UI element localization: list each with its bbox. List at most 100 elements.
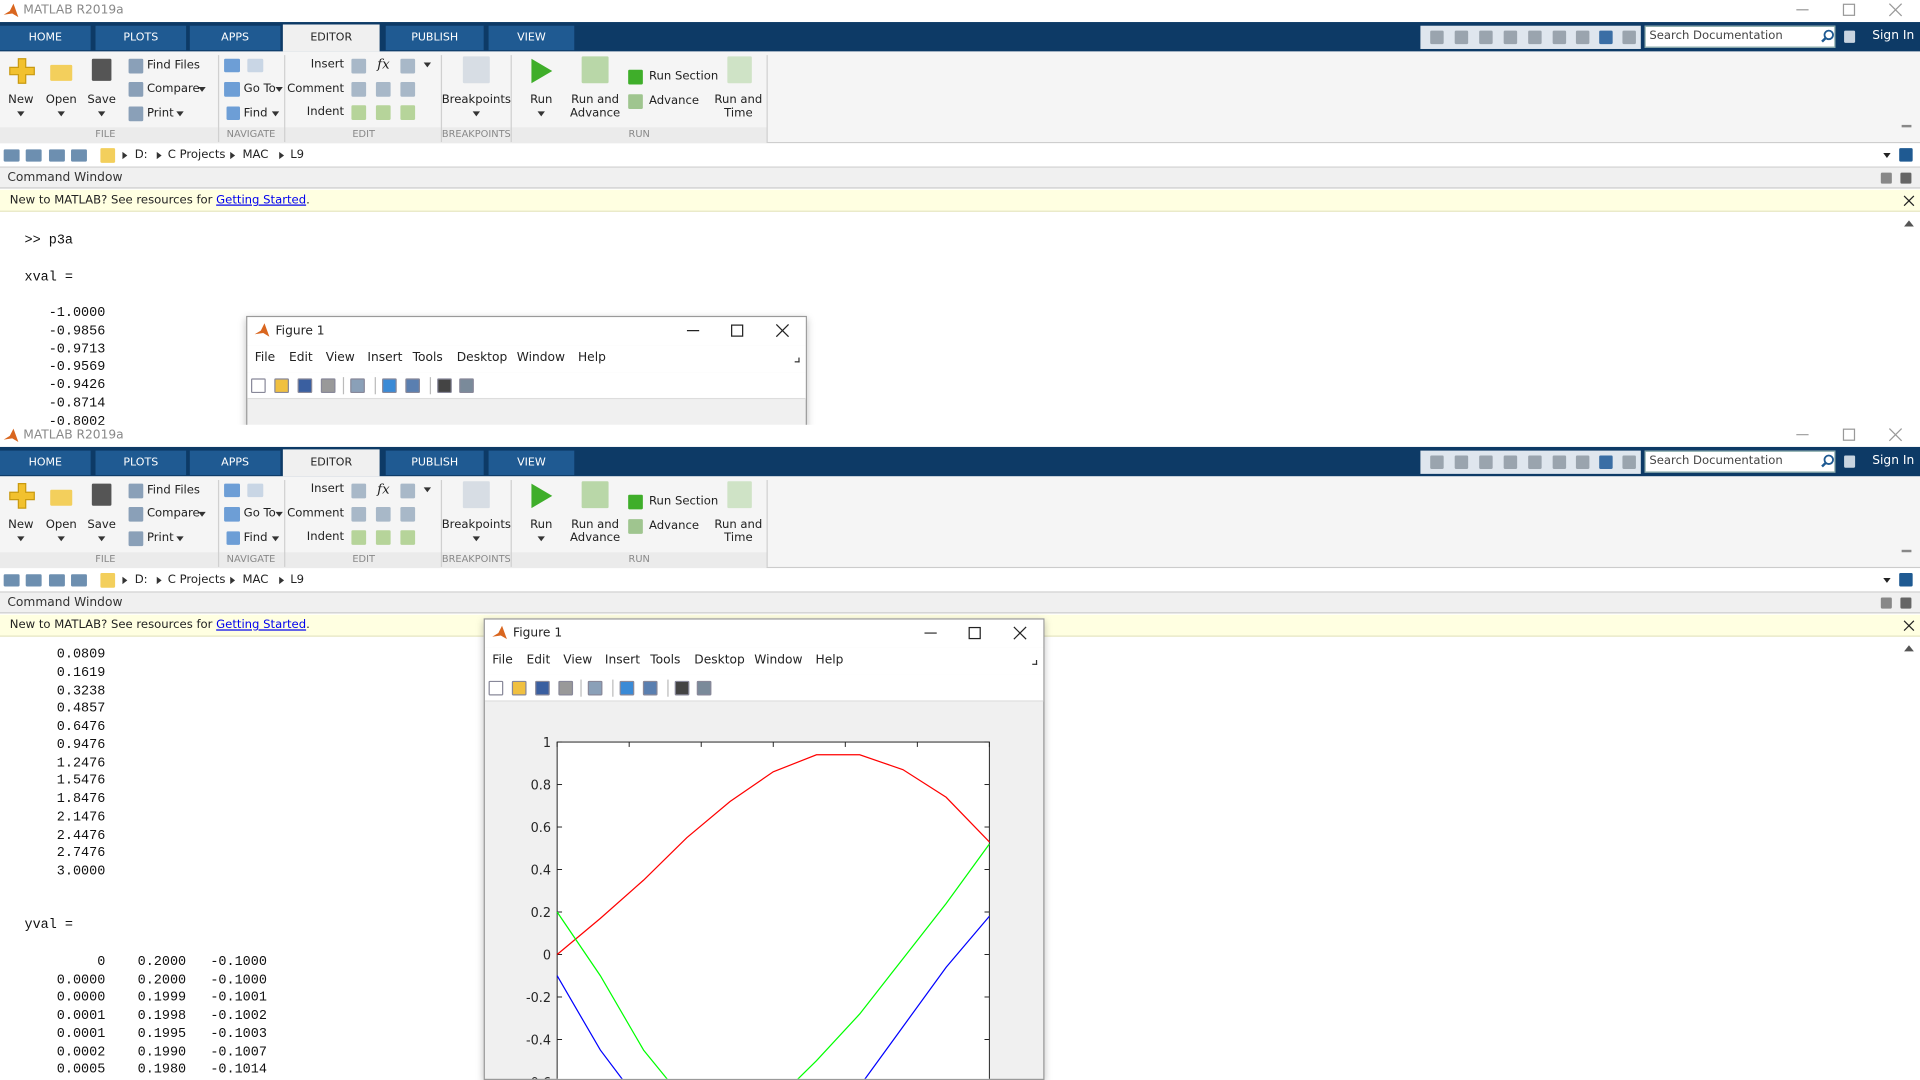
icon[interactable] [400, 105, 416, 120]
run-icon[interactable] [529, 482, 553, 509]
icon[interactable] [351, 483, 367, 499]
scroll-up[interactable] [1904, 645, 1914, 652]
close-button[interactable] [1013, 626, 1028, 641]
go-to[interactable]: Go To [243, 82, 276, 96]
icon[interactable] [558, 680, 574, 696]
icon[interactable] [128, 58, 144, 74]
icon[interactable] [642, 680, 658, 696]
open-icon[interactable] [50, 64, 73, 81]
dropdown-arrow[interactable] [176, 536, 184, 542]
icon[interactable] [1575, 30, 1590, 45]
path-segment[interactable]: D: [134, 148, 148, 162]
tab-label[interactable]: PUBLISH [411, 456, 459, 469]
panel-menu[interactable] [1880, 597, 1892, 609]
icon[interactable] [400, 82, 416, 97]
indent[interactable]: Indent [306, 530, 345, 544]
run[interactable]: Run [530, 517, 553, 532]
breakpoints-icon[interactable] [462, 481, 490, 509]
run[interactable]: Run [530, 93, 553, 107]
getting-started-link[interactable]: Getting Started [216, 618, 307, 632]
banner-close[interactable] [1903, 195, 1915, 207]
run-and-advance[interactable]: Run and Advance [570, 517, 621, 545]
tab-label[interactable]: VIEW [517, 31, 546, 45]
icon[interactable] [1503, 455, 1518, 469]
menu-item[interactable]: Insert [367, 351, 403, 365]
save-icon[interactable] [91, 58, 112, 81]
tab[interactable]: APPS [189, 25, 281, 51]
path-segment[interactable]: MAC [242, 148, 269, 162]
scroll-up[interactable] [1904, 220, 1914, 227]
tab[interactable]: HOME [0, 25, 91, 51]
minimize-button[interactable] [686, 323, 701, 338]
run-and-advance[interactable]: Run and Advance [570, 93, 621, 120]
tab[interactable]: EDITOR [282, 449, 380, 477]
icon[interactable] [619, 680, 635, 696]
new-icon[interactable] [9, 58, 35, 84]
dropdown-arrow[interactable] [198, 86, 206, 92]
open-icon[interactable] [50, 489, 73, 506]
maximize-button[interactable] [1842, 427, 1857, 442]
icon[interactable] [226, 531, 240, 545]
menu-item[interactable]: Edit [526, 653, 551, 668]
dropdown-arrow[interactable] [97, 536, 106, 542]
insert[interactable]: Insert [310, 482, 345, 496]
compare[interactable]: Compare [146, 82, 200, 96]
icon[interactable] [1528, 30, 1542, 45]
menu-item[interactable]: Help [577, 351, 606, 365]
panel-menu[interactable] [1880, 172, 1892, 184]
icon[interactable] [1430, 30, 1444, 45]
save-label[interactable]: Save [87, 93, 116, 107]
icon[interactable] [3, 149, 20, 162]
path-segment[interactable]: C Projects [167, 573, 226, 587]
icon[interactable] [128, 531, 144, 547]
tab[interactable]: VIEW [488, 450, 575, 476]
dropdown-arrow[interactable] [537, 111, 545, 117]
getting-started-link[interactable]: Getting Started [216, 193, 307, 207]
tab[interactable]: HOME [0, 450, 91, 476]
icon[interactable] [25, 149, 42, 162]
tab-label[interactable]: HOME [28, 31, 63, 45]
tab-label[interactable]: PUBLISH [411, 31, 459, 45]
icon[interactable] [400, 483, 416, 499]
dropdown-arrow[interactable] [57, 536, 65, 542]
run-section[interactable]: Run Section [648, 69, 719, 84]
icon[interactable] [1454, 30, 1469, 45]
icon[interactable] [350, 378, 365, 394]
icon[interactable] [247, 58, 264, 73]
advance[interactable]: Advance [648, 519, 700, 533]
breakpoints[interactable]: Breakpoints [441, 517, 511, 532]
path-segment[interactable]: MAC [242, 573, 269, 587]
menu-item[interactable]: Window [754, 653, 803, 668]
menu-item[interactable]: Tools [412, 351, 443, 365]
icon[interactable] [3, 574, 20, 587]
icon[interactable] [459, 378, 474, 394]
folder-icon[interactable] [100, 148, 116, 163]
advance[interactable]: Advance [648, 94, 700, 108]
minimize-button[interactable] [1795, 427, 1810, 442]
path-segment[interactable]: L9 [290, 148, 305, 162]
icon[interactable] [351, 58, 367, 74]
icon[interactable] [535, 680, 550, 696]
search-icon[interactable] [1821, 29, 1834, 43]
icon[interactable] [1454, 455, 1469, 469]
icon[interactable] [274, 378, 289, 394]
icon[interactable] [400, 58, 416, 74]
run-section-icon[interactable] [628, 494, 643, 510]
tab[interactable]: PUBLISH [385, 450, 484, 476]
dropdown-arrow[interactable] [423, 487, 432, 493]
tab-label[interactable]: PLOTS [123, 456, 159, 469]
search-icon[interactable] [1821, 454, 1834, 468]
dropdown-arrow[interactable] [537, 536, 545, 542]
icon[interactable] [71, 149, 87, 162]
print[interactable]: Print [146, 106, 174, 120]
icon[interactable] [71, 574, 87, 587]
tab-label[interactable]: VIEW [517, 456, 546, 469]
fx[interactable]: fx [377, 481, 390, 498]
icon[interactable] [48, 574, 65, 587]
menu-item[interactable]: Window [516, 351, 566, 365]
tab[interactable]: VIEW [488, 25, 575, 51]
icon[interactable] [128, 82, 144, 97]
icon[interactable] [224, 82, 240, 97]
icon[interactable] [1599, 455, 1613, 469]
sign-in[interactable]: Sign In [1872, 29, 1915, 43]
